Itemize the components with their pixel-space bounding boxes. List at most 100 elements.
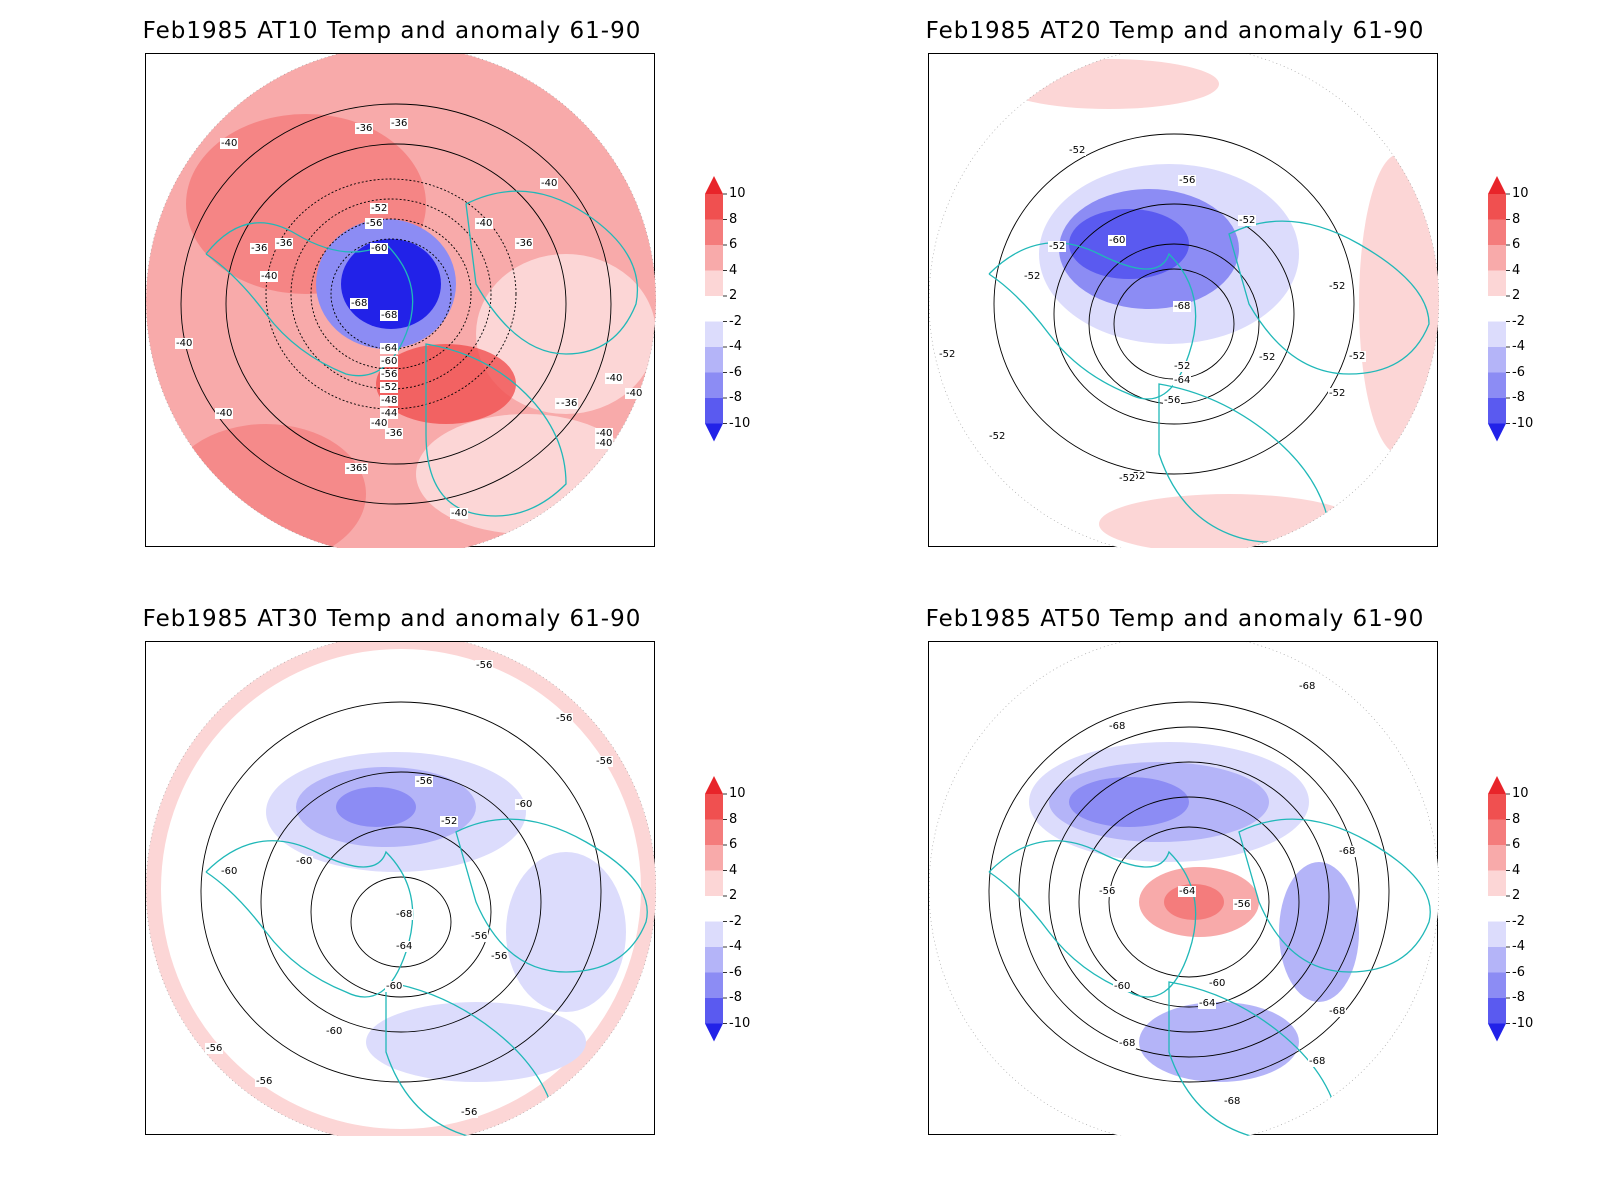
contour-label: -36 [345,463,364,474]
contour-label: -64 [1173,375,1192,386]
colorbar-segment [1488,245,1506,271]
colorbar-segment [705,972,723,998]
contour-label: -60 [1113,981,1132,992]
colorbar-arrow-top [705,176,723,194]
contour-label: -56 [1163,395,1182,406]
contour-label: -40 [220,138,239,149]
colorbar-arrow-bottom [705,423,723,442]
contour-label: -40 [475,218,494,229]
colorbar-label: 6 [729,237,738,252]
colorbar: 10 8 6 4 2 -2 -4 -6 -8 -10 [1488,776,1548,1066]
contour-label: -52 [1068,145,1087,156]
colorbar-label: -6 [1512,964,1525,980]
colorbar-segment [1488,321,1506,347]
colorbar-label: -2 [1512,313,1525,329]
map-frame[interactable] [928,53,1439,548]
contour-label: -48 [380,395,399,406]
contour-label: -68 [1118,1038,1137,1049]
colorbar-label: 4 [1512,862,1521,878]
colorbar-label: -8 [729,390,742,405]
colorbar-segment [1488,398,1506,424]
contour-label: -52 [1258,352,1277,363]
colorbar-segment [705,398,723,424]
colorbar-label: -10 [729,415,751,431]
colorbar-segment [1488,219,1506,245]
colorbar-label: 10 [729,786,746,801]
contour-label: -56 [555,713,574,724]
contour-label: -52 [1023,271,1042,282]
colorbar-label: -10 [1512,415,1534,431]
contour-label: -60 [380,356,399,367]
colorbar-label: -6 [729,964,742,980]
contour-label: -36 [275,238,294,249]
colorbar-label: 8 [1512,211,1521,227]
contour-label: -68 [395,909,414,920]
contour-label: -52 [1048,241,1067,252]
contour-label: -68 [1108,721,1127,732]
colorbar-label: -4 [729,339,742,354]
colorbar-segment [1488,870,1506,896]
contour-label: -64 [1198,998,1217,1009]
contour-label: -52 [440,816,459,827]
colorbar-arrow-top [1488,176,1506,194]
colorbar: 10 8 6 4 2 -2 -4 -6 -8 -10 [1488,176,1548,466]
colorbar-segment [1488,947,1506,973]
contour-label: -56 [1233,899,1252,910]
contour-label: -52 [380,382,399,393]
panel-title: Feb1985 AT50 Temp and anomaly 61-90 [925,606,1425,632]
contour-label: -56 [490,951,509,962]
colorbar-svg [705,176,727,442]
contour-label: -60 [220,866,239,877]
contour-label: -52 [988,431,1007,442]
contour-label: -60 [295,856,314,867]
contour-label: -64 [1178,886,1197,897]
colorbar-label: 4 [1512,262,1521,278]
contour-label: -52 [1348,351,1367,362]
contour-label: -60 [1108,235,1127,246]
colorbar-arrow-bottom [1488,1023,1506,1042]
colorbar-label: 2 [729,288,738,303]
colorbar-segment [1488,921,1506,947]
colorbar-label: -4 [1512,939,1525,954]
colorbar-label: 8 [729,211,738,227]
colorbar: 10 8 6 4 2 -2 -4 -6 -8 -10 [705,176,765,466]
colorbar-segment [1488,296,1506,322]
contour-label: -68 [350,298,369,309]
panel-title: Feb1985 AT30 Temp and anomaly 61-90 [142,606,642,632]
contour-label: -40 [370,418,389,429]
contour-label: -68 [1298,681,1317,692]
contour-label: -40 [625,388,644,399]
contour-label: -52 [1128,471,1147,482]
colorbar-label: 2 [1512,288,1521,303]
colorbar-segment [705,896,723,922]
contour-label: -64 [395,941,414,952]
contour-label: -68 [1308,1056,1327,1067]
colorbar-label: 6 [1512,837,1521,852]
colorbar-segment [705,194,723,220]
polar-map [146,642,656,1136]
colorbar-label: -4 [1512,339,1525,354]
colorbar-label: 10 [729,186,746,201]
contour-label: -56 [365,218,384,229]
colorbar-label: 2 [1512,888,1521,903]
colorbar-svg [1488,176,1510,442]
colorbar-label: 6 [1512,237,1521,252]
colorbar-arrow-bottom [1488,423,1506,442]
colorbar-label: 10 [1512,786,1529,801]
colorbar-label: 8 [729,811,738,827]
colorbar-segment [705,270,723,296]
contour-label: -56 [380,369,399,380]
contour-label: -40 [175,338,194,349]
colorbar-label: -8 [1512,390,1525,405]
contour-label: -60 [1208,978,1227,989]
map-frame[interactable] [145,641,656,1136]
colorbar-label: 2 [729,888,738,903]
colorbar-label: -6 [1512,364,1525,380]
contour-label: -52 [938,349,957,360]
colorbar-segment [705,245,723,271]
colorbar-segment [705,347,723,373]
contour-label: -68 [1328,1006,1347,1017]
colorbar-segment [705,870,723,896]
colorbar-segment [705,845,723,871]
contour-label: -36 [390,118,409,129]
